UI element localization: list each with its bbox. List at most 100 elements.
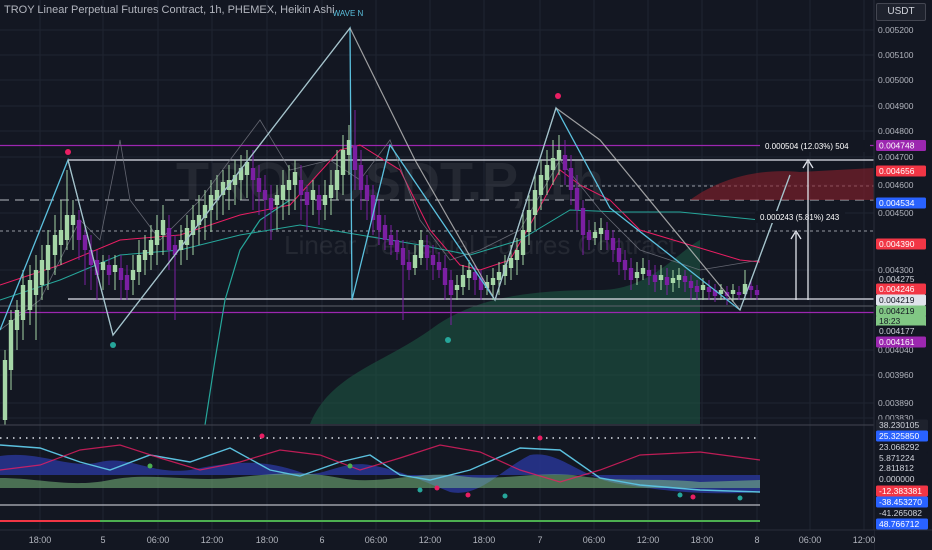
osc-line-cyan: [0, 444, 761, 493]
osc-tag: [876, 473, 928, 485]
time-tick-label: 18:00: [691, 535, 714, 545]
candle-body: [112, 265, 118, 272]
candles: [2, 110, 760, 425]
candle-body: [472, 272, 478, 280]
pivot-dot-low: [110, 342, 116, 348]
price-tick-label: 0.003960: [878, 370, 914, 380]
osc-tag: [876, 507, 928, 519]
candle-body: [310, 190, 316, 200]
time-tick-label: 06:00: [583, 535, 606, 545]
candle-body: [598, 228, 604, 234]
price-tag-label: 0.004219: [879, 306, 915, 316]
candle-body: [33, 270, 39, 295]
time-tick-label: 18:00: [256, 535, 279, 545]
candle-body: [244, 162, 250, 175]
candle-body: [196, 215, 202, 225]
red-cloud: [690, 168, 874, 200]
osc-signal-dot: [465, 492, 471, 498]
candle-body: [39, 260, 45, 285]
candle-body: [172, 245, 178, 255]
price-tick-label: 0.004500: [878, 208, 914, 218]
osc-tag-label: -12.383381: [879, 486, 922, 496]
candle-body: [256, 178, 262, 192]
osc-signal-dot: [677, 492, 683, 498]
candle-body: [316, 195, 322, 210]
price-tag: [876, 325, 926, 337]
chart-title[interactable]: TROY Linear Perpetual Futures Contract, …: [4, 4, 335, 16]
osc-tag-label: 38.230105: [879, 420, 919, 430]
oscillator-axis[interactable]: 38.23010525.32585023.0682925.8712242.811…: [876, 419, 928, 530]
candle-body: [280, 185, 286, 200]
pivot-dot-low: [445, 337, 451, 343]
candle-body: [214, 190, 220, 200]
osc-signal-dot: [737, 495, 743, 501]
measure-tools[interactable]: 0.000504 (12.03%) 504 0.000243 (5.81%) 2…: [755, 140, 870, 300]
price-tag-label: 0.004534: [879, 198, 915, 208]
candle-body: [2, 360, 8, 420]
ribbon-line-red: [0, 144, 761, 286]
candle-body: [592, 232, 598, 238]
price-tick-label: 0.004700: [878, 152, 914, 162]
candle-body: [706, 287, 712, 292]
currency-button[interactable]: USDT: [876, 3, 926, 21]
green-cloud: [310, 240, 700, 424]
candle-body: [322, 195, 328, 205]
price-tag-label: 18:23: [879, 316, 901, 326]
candle-body: [250, 168, 256, 180]
candle-body: [442, 268, 448, 285]
candle-body: [544, 165, 550, 180]
price-tick-label: 0.003890: [878, 398, 914, 408]
candle-body: [124, 275, 130, 290]
osc-tag-label: 0.000000: [879, 474, 915, 484]
candle-body: [88, 250, 94, 265]
candle-body: [532, 190, 538, 215]
candle-body: [274, 195, 280, 205]
osc-area-green: [0, 473, 760, 488]
candle-body: [616, 248, 622, 262]
candle-body: [514, 250, 520, 260]
osc-signal-dot: [347, 463, 353, 469]
candle-body: [340, 150, 346, 175]
candle-body: [298, 180, 304, 195]
candle-body: [754, 290, 760, 295]
osc-tag: [876, 419, 928, 431]
price-tag: [876, 197, 926, 209]
candle-body: [634, 272, 640, 278]
time-axis[interactable]: 18:00 5 06:00 12:00 18:00 6 06:00 12:00 18:00 7 06…: [0, 529, 932, 550]
price-tick-label: 0.004040: [878, 345, 914, 355]
candle-body: [460, 275, 466, 287]
price-tag: [876, 294, 926, 306]
price-tag: [876, 238, 926, 250]
candle-body: [328, 185, 334, 198]
price-tick-label: 0.004600: [878, 180, 914, 190]
candle-body: [652, 275, 658, 282]
osc-signal-dot: [690, 494, 696, 500]
candle-body: [406, 262, 412, 270]
candle-body: [478, 278, 484, 290]
candle-body: [454, 285, 460, 290]
candle-body: [202, 205, 208, 218]
candle-body: [45, 245, 51, 270]
price-tag: [876, 305, 926, 317]
candle-body: [538, 175, 544, 195]
osc-tag-label: 25.325850: [879, 431, 919, 441]
osc-tag: [876, 441, 928, 453]
candle-body: [418, 240, 424, 258]
candle-body: [448, 280, 454, 295]
price-tag-label: 0.004656: [879, 166, 915, 176]
time-tick-label: 12:00: [853, 535, 876, 545]
price-tag-label: 0.004161: [879, 337, 915, 347]
candle-body: [424, 245, 430, 258]
osc-signal-dot: [417, 487, 423, 493]
candle-body: [82, 235, 88, 250]
candle-body: [76, 220, 82, 240]
candle-body: [430, 255, 436, 265]
candle-body: [268, 198, 274, 210]
candle-body: [670, 278, 676, 283]
candle-body: [70, 215, 76, 225]
level-lines: [0, 144, 874, 314]
price-tag: [876, 273, 926, 285]
candle-body: [676, 275, 682, 280]
osc-area-blue: [0, 454, 760, 494]
